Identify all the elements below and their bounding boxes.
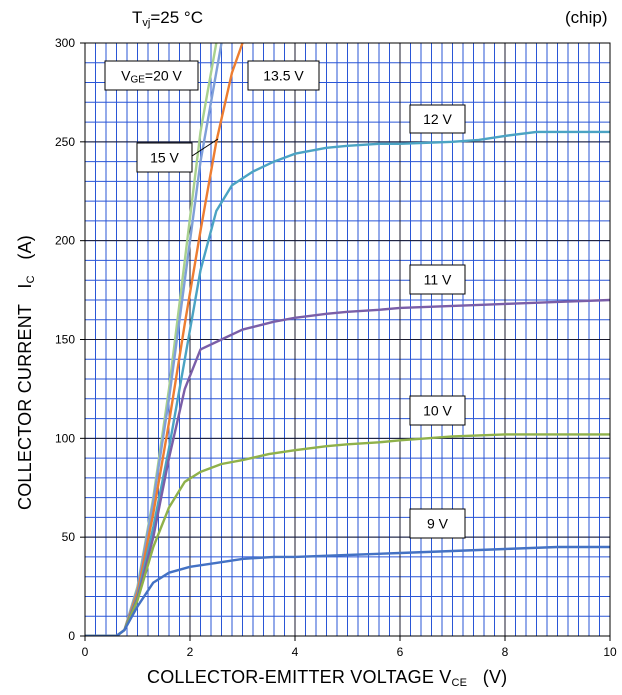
series-line-3 [85,130,610,636]
curve-label-box [409,104,466,134]
leader-line-15v [191,138,219,157]
curve-label-box [136,142,193,173]
curve-label: VGE=20 V [121,68,182,86]
x-tick-label: 8 [502,645,509,659]
series-lines [85,43,610,636]
y-tick-label: 0 [68,629,75,643]
x-tick-label: 2 [187,645,194,659]
curve-label: 10 V [423,403,452,419]
x-axis-title: COLLECTOR-EMITTER VOLTAGE VCE (V) [147,667,508,689]
x-tick-label: 4 [292,645,299,659]
curve-label: 9 V [427,516,449,532]
curve-labels: VGE=20 V 15 V 13.5 V 12 V 11 V 10 V 9 V [104,60,466,539]
y-tick-label: 250 [55,135,75,149]
curve-label-box [104,60,199,91]
series-line-6 [85,545,610,636]
x-tick-label: 10 [603,645,617,659]
x-tick-label: 0 [82,645,89,659]
curve-label: 15 V [150,150,179,166]
curve-label: 13.5 V [263,68,304,84]
curve-label: 11 V [424,272,452,288]
y-tick-label: 150 [55,333,75,347]
x-tick-label: 6 [397,645,404,659]
curve-label-box [247,60,320,91]
curve-label-box [409,264,466,295]
curve-label-box [409,395,466,426]
y-tick-label: 50 [62,530,76,544]
chip-note: (chip) [565,8,608,27]
y-tick-label: 100 [55,431,75,445]
axis-ticks [80,42,611,641]
series-line-5 [85,433,610,636]
condition-label: Tvj=25 °C [132,8,203,29]
y-tick-label: 200 [55,234,75,248]
curve-label: 12 V [423,111,452,127]
y-tick-label: 300 [55,36,75,50]
plot-frame [84,42,611,637]
curve-label-box [409,508,466,539]
y-axis-title: COLLECTOR CURRENT IC (A) [15,235,37,510]
